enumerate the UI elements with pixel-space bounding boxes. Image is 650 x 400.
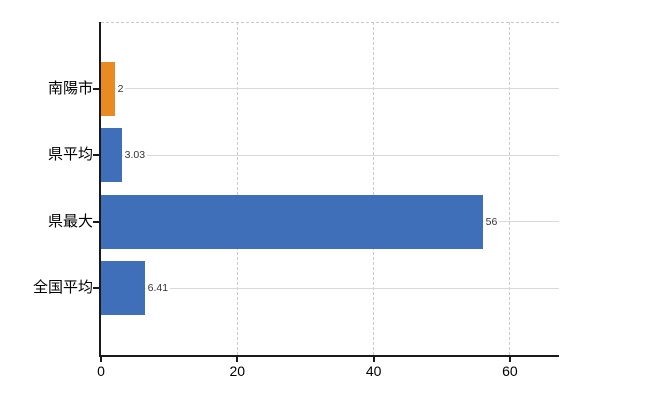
bar (101, 261, 145, 316)
y-axis-tick (93, 287, 99, 290)
category-label: 県最大 (47, 212, 93, 230)
x-axis-tick (508, 357, 511, 362)
row-gridline (482, 221, 559, 223)
value-label: 6.41 (145, 280, 171, 297)
x-axis-tick-label: 0 (97, 363, 105, 379)
gridline-top (101, 22, 559, 23)
value-label: 56 (483, 213, 500, 230)
category-label: 全国平均 (32, 279, 93, 297)
x-axis-tick-label: 40 (365, 363, 382, 379)
gridline-vertical (236, 22, 238, 355)
value-label: 2 (115, 80, 126, 97)
row-gridline (121, 154, 559, 156)
gridline-vertical (373, 22, 375, 355)
x-axis-tick-label: 60 (502, 363, 518, 379)
x-axis-tick (372, 357, 375, 362)
y-axis-tick (93, 87, 99, 90)
y-axis-tick (93, 220, 99, 223)
bar (101, 194, 483, 249)
gridline-vertical (509, 22, 511, 355)
x-axis-tick-label: 20 (229, 363, 246, 379)
row-gridline (114, 88, 559, 90)
y-axis-tick (93, 154, 99, 157)
category-label: 南陽市 (47, 79, 93, 97)
value-label: 3.03 (122, 147, 148, 164)
x-axis-line (99, 355, 559, 357)
bar (101, 128, 122, 183)
row-gridline (144, 287, 559, 289)
y-axis-line (99, 22, 101, 357)
x-axis-tick (100, 357, 102, 362)
category-label: 県平均 (47, 146, 93, 164)
bar (101, 61, 115, 116)
x-axis-tick (236, 357, 239, 362)
